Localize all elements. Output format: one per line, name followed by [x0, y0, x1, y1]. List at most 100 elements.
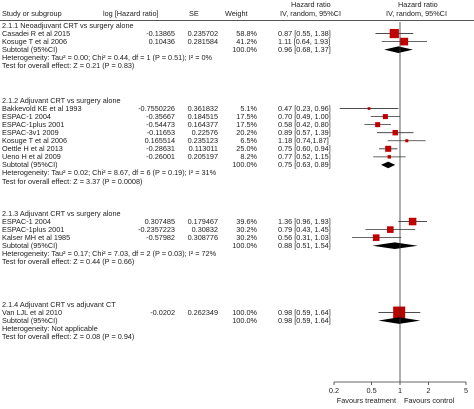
study-marker: [387, 226, 394, 233]
subtotal-diamond: [372, 242, 418, 249]
study-hr-ci: 0.79 [0.43, 1.45]: [278, 225, 331, 235]
subtotal-diamond: [384, 46, 413, 53]
study-weight: 41.2%: [236, 37, 257, 47]
subtotal-hr-ci: 0.75 [0.63, 0.89]: [278, 160, 331, 170]
study-weight: 5.1%: [240, 104, 257, 114]
study-marker: [393, 306, 406, 319]
subtotal-weight: 100.0%: [232, 316, 257, 326]
study-name: Kosuge T et al 2006: [2, 37, 68, 47]
study-log-hr: -0.2357223: [138, 225, 175, 235]
x-tick-label: 2: [426, 386, 430, 395]
study-weight: 58.8%: [236, 29, 257, 39]
study-hr-ci: 0.87 [0.55, 1.38]: [278, 29, 331, 39]
group-title: 2.1.3 Adjuvant CRT vs surgery alone: [2, 209, 121, 218]
subtotal-hr-ci: 0.96 [0.68, 1.37]: [278, 45, 331, 55]
study-se: 0.179467: [187, 217, 218, 227]
subtotal-label: Subtotal (95%CI): [2, 160, 58, 170]
x-tick-label: 1: [398, 386, 402, 395]
x-tick-label: 0.2: [329, 386, 339, 395]
study-hr-ci: 1.36 [0.96, 1.93]: [278, 217, 331, 227]
study-marker: [408, 217, 417, 226]
study-se: 0.308776: [187, 233, 218, 243]
study-marker: [385, 145, 392, 152]
study-weight: 17.5%: [236, 120, 257, 130]
study-marker: [372, 234, 380, 241]
study-weight: 6.5%: [240, 136, 257, 146]
x-tick-label: 5: [464, 386, 468, 395]
study-marker: [400, 37, 409, 46]
study-hr-ci: 0.89 [0.57, 1.39]: [278, 128, 331, 138]
heterogeneity-text: Heterogeneity: Not applicable: [2, 324, 98, 334]
study-name: ESPAC-3v1 2009: [2, 128, 59, 138]
study-log-hr: -0.28631: [146, 144, 175, 154]
subtotal-diamond: [381, 161, 396, 169]
study-name: Kosuge T et al 2006: [2, 136, 68, 146]
study-marker: [392, 130, 398, 136]
study-marker: [367, 107, 371, 110]
study-weight: 100.0%: [232, 308, 257, 318]
subtotal-hr-ci: 0.98 [0.59, 1.64]: [278, 316, 331, 326]
study-se: 0.184515: [187, 112, 218, 122]
study-hr-ci: 1.11 [0.64, 1.93]: [278, 37, 331, 47]
col-header-study: Study or subgroup: [2, 9, 62, 18]
study-name: Oettle H et al 2013: [2, 144, 63, 154]
overall-effect-text: Test for overall effect: Z = 0.08 (P = 0…: [2, 332, 135, 342]
study-weight: 8.2%: [240, 152, 257, 162]
study-se: 0.235702: [187, 29, 218, 39]
study-marker: [382, 114, 388, 120]
study-weight: 20.2%: [236, 128, 257, 138]
heterogeneity-text: Heterogeneity: Tau² = 0.00; Chi² = 0.44,…: [2, 53, 213, 63]
overall-effect-text: Test for overall effect: Z = 0.44 (P = 0…: [2, 257, 135, 267]
study-hr-ci: 0.98 [0.59, 1.64]: [278, 308, 331, 318]
study-se: 0.205197: [187, 152, 218, 162]
study-log-hr: -0.35667: [146, 112, 175, 122]
study-log-hr: 0.165514: [144, 136, 175, 146]
study-hr-ci: 0.77 [0.52, 1.15]: [278, 152, 331, 162]
study-log-hr: -0.57982: [146, 233, 175, 243]
study-name: ESPAC-1 2004: [2, 112, 51, 122]
study-name: Kalser MH et al 1985: [2, 233, 71, 243]
study-marker: [387, 155, 392, 159]
col-header-hr2-line1: Hazard ratio: [398, 0, 438, 9]
study-se: 0.361832: [187, 104, 218, 114]
study-log-hr: -0.7550226: [138, 104, 175, 114]
study-log-hr: -0.26001: [146, 152, 175, 162]
study-weight: 25.0%: [236, 144, 257, 154]
study-name: Casadei R et al 2015: [2, 29, 71, 39]
study-se: 0.30832: [191, 225, 218, 235]
study-name: Ueno H et al 2009: [2, 152, 61, 162]
subtotal-weight: 100.0%: [232, 160, 257, 170]
subtotal-weight: 100.0%: [232, 241, 257, 251]
study-name: Bakkevold KE et al 1993: [2, 104, 82, 114]
col-header-weight: Weight: [225, 9, 248, 18]
group-title: 2.1.4 Adjuvant CRT vs adjuvant CT: [2, 300, 116, 309]
group-title: 2.1.1 Neoadjuvant CRT vs surgery alone: [2, 21, 134, 30]
subtotal-label: Subtotal (95%CI): [2, 45, 58, 55]
study-hr-ci: 0.75 [0.60, 0.94]: [278, 144, 331, 154]
study-log-hr: 0.307485: [144, 217, 175, 227]
study-marker: [405, 139, 409, 143]
study-se: 0.22576: [191, 128, 218, 138]
study-name: ESPAC-1plus 2001: [2, 120, 65, 130]
favours-control-label: Favours control: [404, 396, 455, 405]
overall-effect-text: Test for overall effect: Z = 0.21 (P = 0…: [2, 61, 135, 71]
subtotal-label: Subtotal (95%CI): [2, 316, 58, 326]
study-se: 0.113011: [188, 144, 218, 154]
study-marker: [389, 28, 399, 39]
study-marker: [375, 122, 381, 128]
study-se: 0.164377: [187, 120, 218, 130]
col-header-hr2-line2: IV, random, 95%CI: [386, 9, 447, 18]
study-se: 0.262349: [187, 308, 218, 318]
heterogeneity-text: Heterogeneity: Tau² = 0.02; Chi² = 8.67,…: [2, 168, 217, 178]
subtotal-label: Subtotal (95%CI): [2, 241, 58, 251]
subtotal-diamond: [378, 317, 421, 324]
study-hr-ci: 0.58 [0.42, 0.80]: [278, 120, 331, 130]
study-log-hr: -0.13865: [146, 29, 175, 39]
study-hr-ci: 1.18 [0.74,1.87]: [278, 136, 329, 146]
x-tick-label: 0.5: [366, 386, 376, 395]
study-log-hr: -0.54473: [146, 120, 175, 130]
study-log-hr: -0.11653: [146, 128, 175, 138]
study-name: ESPAC-1 2004: [2, 217, 51, 227]
study-hr-ci: 0.56 [0.31, 1.03]: [278, 233, 331, 243]
study-weight: 17.5%: [236, 112, 257, 122]
